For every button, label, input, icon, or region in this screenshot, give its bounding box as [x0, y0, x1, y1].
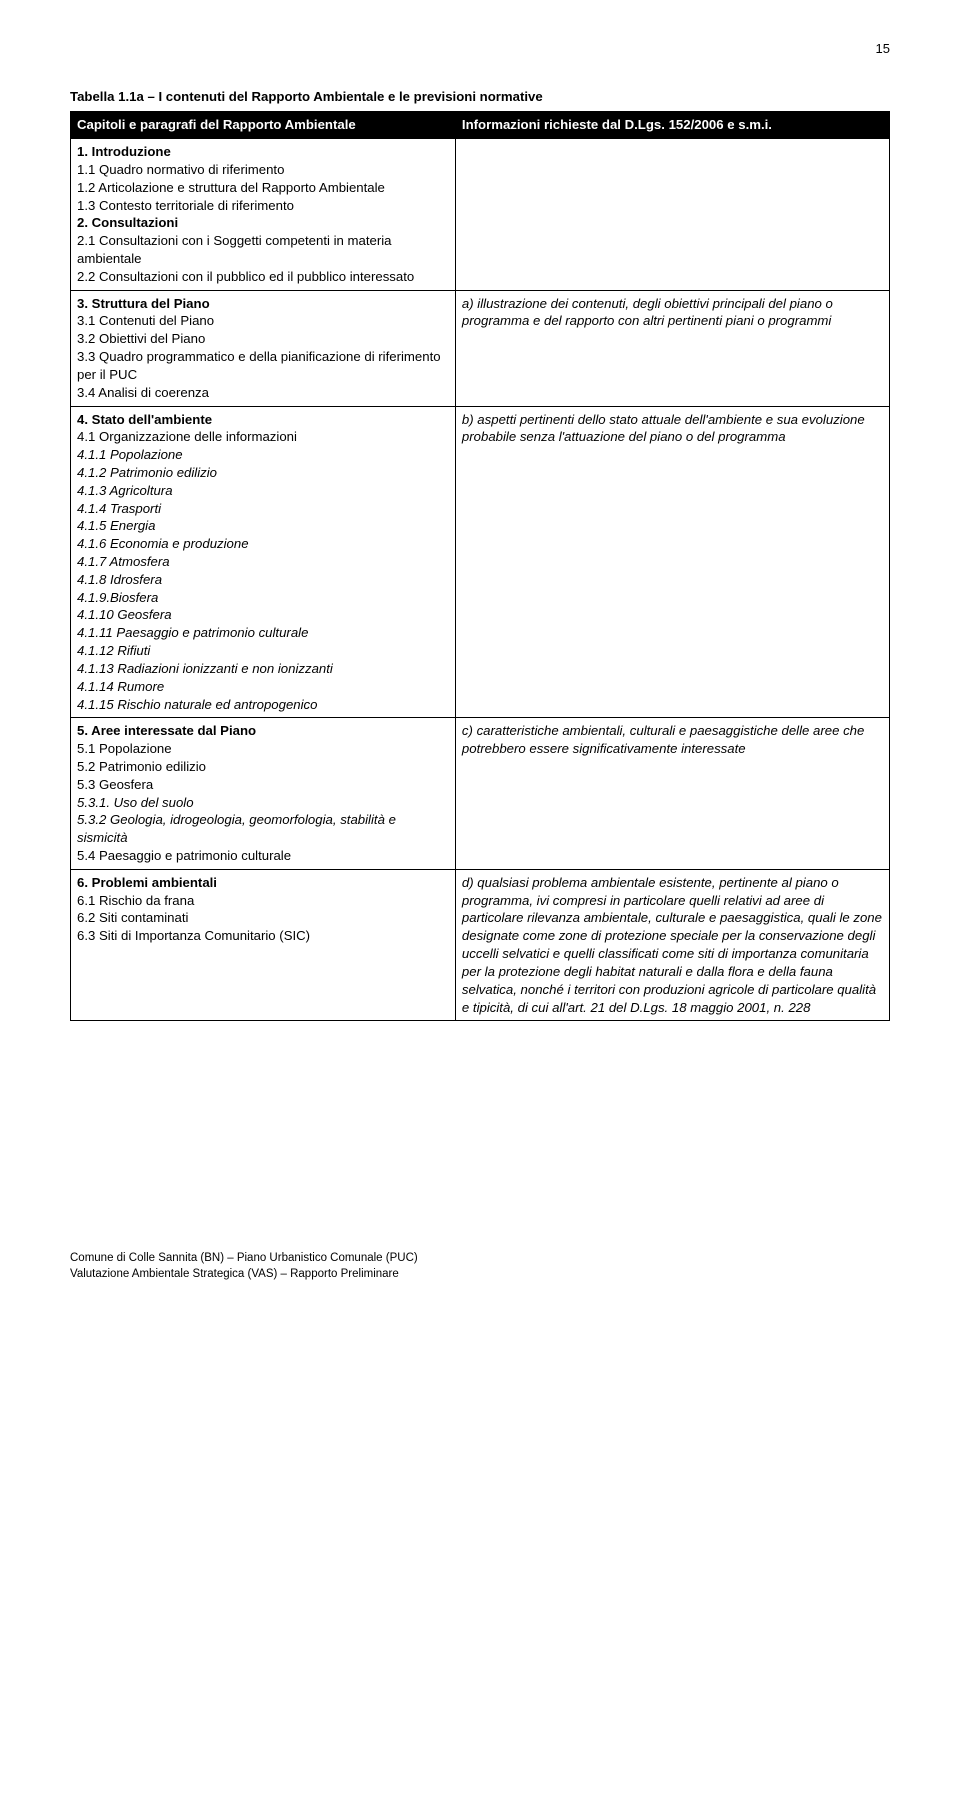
cell-right: b) aspetti pertinenti dello stato attual…: [455, 406, 889, 718]
cell-right: d) qualsiasi problema ambientale esisten…: [455, 869, 889, 1021]
section-item: 6.2 Siti contaminati: [77, 909, 449, 927]
table-header-row: Capitoli e paragrafi del Rapporto Ambien…: [71, 112, 890, 139]
section-subitem: 4.1.6 Economia e produzione: [77, 535, 449, 553]
section-item: 1.3 Contesto territoriale di riferimento: [77, 197, 449, 215]
section-subitem: 4.1.2 Patrimonio edilizio: [77, 464, 449, 482]
section-item: 2.1 Consultazioni con i Soggetti compete…: [77, 232, 449, 268]
section-subitem: 4.1.15 Rischio naturale ed antropogenico: [77, 696, 449, 714]
cell-left: 4. Stato dell'ambiente 4.1 Organizzazion…: [71, 406, 456, 718]
section-item: 5.4 Paesaggio e patrimonio culturale: [77, 847, 449, 865]
cell-left: 1. Introduzione 1.1 Quadro normativo di …: [71, 139, 456, 291]
table-row: 5. Aree interessate dal Piano 5.1 Popola…: [71, 718, 890, 870]
table-row: 1. Introduzione 1.1 Quadro normativo di …: [71, 139, 890, 291]
section-heading: 5. Aree interessate dal Piano: [77, 722, 449, 740]
header-left: Capitoli e paragrafi del Rapporto Ambien…: [71, 112, 456, 139]
content-table: Capitoli e paragrafi del Rapporto Ambien…: [70, 111, 890, 1021]
section-heading: 3. Struttura del Piano: [77, 295, 449, 313]
table-title: Tabella 1.1a – I contenuti del Rapporto …: [70, 88, 890, 106]
section-item: 2.2 Consultazioni con il pubblico ed il …: [77, 268, 449, 286]
section-heading: 2. Consultazioni: [77, 214, 449, 232]
section-item: 5.2 Patrimonio edilizio: [77, 758, 449, 776]
section-item: 5.3 Geosfera: [77, 776, 449, 794]
section-subitem: 5.3.1. Uso del suolo: [77, 794, 449, 812]
section-subitem: 4.1.9.Biosfera: [77, 589, 449, 607]
section-item: 1.2 Articolazione e struttura del Rappor…: [77, 179, 449, 197]
cell-right: a) illustrazione dei contenuti, degli ob…: [455, 290, 889, 406]
section-heading: 4. Stato dell'ambiente: [77, 411, 449, 429]
section-subitem: 4.1.1 Popolazione: [77, 446, 449, 464]
section-subitem: 4.1.12 Rifiuti: [77, 642, 449, 660]
cell-left: 3. Struttura del Piano 3.1 Contenuti del…: [71, 290, 456, 406]
section-subitem: 5.3.2 Geologia, idrogeologia, geomorfolo…: [77, 811, 449, 847]
footer-line: Comune di Colle Sannita (BN) – Piano Urb…: [70, 1251, 890, 1267]
section-item: 4.1 Organizzazione delle informazioni: [77, 428, 449, 446]
section-item: 3.2 Obiettivi del Piano: [77, 330, 449, 348]
cell-right: [455, 139, 889, 291]
section-item: 3.3 Quadro programmatico e della pianifi…: [77, 348, 449, 384]
section-item: 3.4 Analisi di coerenza: [77, 384, 449, 402]
section-heading: 1. Introduzione: [77, 143, 449, 161]
footer-line: Valutazione Ambientale Strategica (VAS) …: [70, 1267, 890, 1283]
section-subitem: 4.1.4 Trasporti: [77, 500, 449, 518]
page-footer: Comune di Colle Sannita (BN) – Piano Urb…: [70, 1251, 890, 1282]
table-row: 6. Problemi ambientali 6.1 Rischio da fr…: [71, 869, 890, 1021]
cell-left: 5. Aree interessate dal Piano 5.1 Popola…: [71, 718, 456, 870]
table-row: 4. Stato dell'ambiente 4.1 Organizzazion…: [71, 406, 890, 718]
section-item: 3.1 Contenuti del Piano: [77, 312, 449, 330]
section-item: 5.1 Popolazione: [77, 740, 449, 758]
header-right: Informazioni richieste dal D.Lgs. 152/20…: [455, 112, 889, 139]
section-subitem: 4.1.5 Energia: [77, 517, 449, 535]
section-item: 1.1 Quadro normativo di riferimento: [77, 161, 449, 179]
section-item: 6.3 Siti di Importanza Comunitario (SIC): [77, 927, 449, 945]
section-subitem: 4.1.11 Paesaggio e patrimonio culturale: [77, 624, 449, 642]
table-row: 3. Struttura del Piano 3.1 Contenuti del…: [71, 290, 890, 406]
section-subitem: 4.1.3 Agricoltura: [77, 482, 449, 500]
section-subitem: 4.1.7 Atmosfera: [77, 553, 449, 571]
section-subitem: 4.1.8 Idrosfera: [77, 571, 449, 589]
cell-left: 6. Problemi ambientali 6.1 Rischio da fr…: [71, 869, 456, 1021]
section-subitem: 4.1.10 Geosfera: [77, 606, 449, 624]
section-subitem: 4.1.14 Rumore: [77, 678, 449, 696]
cell-right: c) caratteristiche ambientali, culturali…: [455, 718, 889, 870]
section-subitem: 4.1.13 Radiazioni ionizzanti e non ioniz…: [77, 660, 449, 678]
page-number: 15: [70, 40, 890, 58]
section-heading: 6. Problemi ambientali: [77, 874, 449, 892]
section-item: 6.1 Rischio da frana: [77, 892, 449, 910]
